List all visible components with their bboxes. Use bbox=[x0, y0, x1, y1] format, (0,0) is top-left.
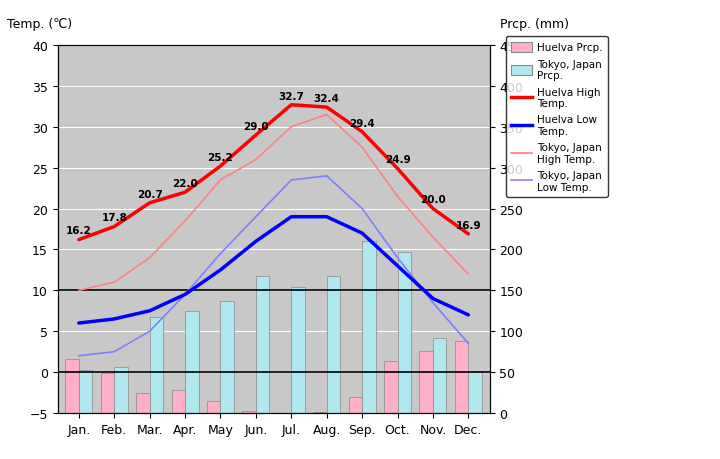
Text: 16.2: 16.2 bbox=[66, 226, 91, 236]
Bar bbox=[433, 338, 446, 413]
Bar bbox=[384, 362, 397, 413]
Bar bbox=[114, 367, 127, 413]
Bar bbox=[327, 276, 340, 413]
Bar bbox=[101, 373, 114, 413]
Text: 16.9: 16.9 bbox=[456, 220, 481, 230]
Bar bbox=[66, 359, 79, 413]
Bar bbox=[362, 242, 376, 413]
Bar bbox=[397, 252, 411, 413]
Text: 32.4: 32.4 bbox=[314, 94, 340, 104]
Text: 25.2: 25.2 bbox=[207, 152, 233, 162]
Text: Temp. (℃): Temp. (℃) bbox=[7, 18, 72, 31]
Bar bbox=[348, 397, 362, 413]
Bar bbox=[468, 371, 482, 413]
Bar bbox=[171, 390, 185, 413]
Bar bbox=[292, 287, 305, 413]
Text: Prcp. (mm): Prcp. (mm) bbox=[500, 18, 570, 31]
Bar bbox=[185, 311, 199, 413]
Bar bbox=[455, 341, 468, 413]
Text: 29.0: 29.0 bbox=[243, 122, 269, 131]
Bar bbox=[420, 351, 433, 413]
Bar bbox=[220, 301, 234, 413]
Text: 20.7: 20.7 bbox=[137, 189, 163, 199]
Bar bbox=[79, 371, 92, 413]
Text: 22.0: 22.0 bbox=[172, 179, 198, 189]
Text: 29.4: 29.4 bbox=[349, 118, 375, 128]
Text: 20.0: 20.0 bbox=[420, 195, 446, 205]
Bar bbox=[207, 401, 220, 413]
Bar bbox=[256, 277, 269, 413]
Bar bbox=[150, 318, 163, 413]
Bar bbox=[136, 393, 150, 413]
Text: 32.7: 32.7 bbox=[279, 91, 305, 101]
Text: 24.9: 24.9 bbox=[384, 155, 410, 165]
Bar bbox=[243, 411, 256, 413]
Text: 17.8: 17.8 bbox=[102, 213, 127, 223]
Bar bbox=[313, 412, 327, 413]
Legend: Huelva Prcp., Tokyo, Japan
Prcp., Huelva High
Temp., Huelva Low
Temp., Tokyo, Ja: Huelva Prcp., Tokyo, Japan Prcp., Huelva… bbox=[505, 37, 608, 197]
